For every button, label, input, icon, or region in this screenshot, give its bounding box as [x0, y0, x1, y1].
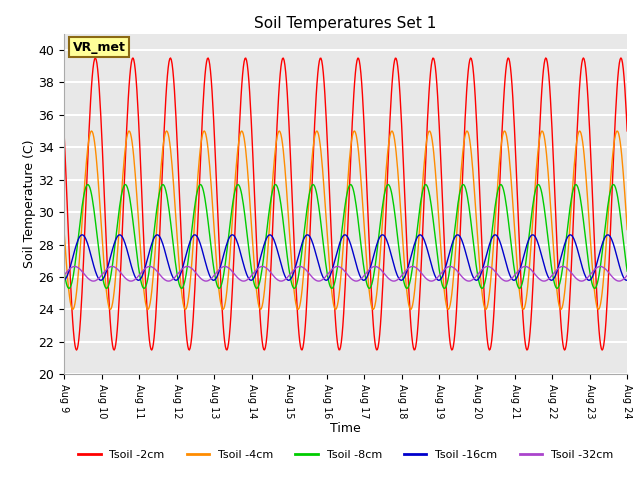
- Tsoil -32cm: [416, 268, 424, 274]
- Tsoil -16cm: [416, 232, 424, 238]
- Tsoil -8cm: [432, 242, 440, 248]
- Tsoil -8cm: [70, 267, 78, 273]
- Tsoil -4cm: [416, 224, 424, 230]
- Tsoil -16cm: [128, 266, 136, 272]
- Tsoil -4cm: [163, 128, 170, 134]
- Tsoil -16cm: [623, 277, 631, 283]
- Tsoil -16cm: [191, 232, 198, 238]
- Tsoil -32cm: [70, 264, 78, 269]
- Tsoil -32cm: [409, 264, 417, 269]
- Line: Tsoil -8cm: Tsoil -8cm: [64, 184, 627, 288]
- Tsoil -2cm: [617, 55, 625, 61]
- Tsoil -32cm: [432, 276, 440, 282]
- Tsoil -8cm: [215, 286, 223, 291]
- Tsoil -8cm: [291, 286, 298, 291]
- Tsoil -4cm: [182, 307, 189, 312]
- Tsoil -16cm: [60, 277, 68, 283]
- Tsoil -32cm: [623, 273, 631, 278]
- Tsoil -8cm: [271, 181, 279, 187]
- Tsoil -32cm: [128, 278, 136, 284]
- Y-axis label: Soil Temperature (C): Soil Temperature (C): [22, 140, 36, 268]
- Tsoil -16cm: [432, 275, 440, 281]
- Tsoil -16cm: [172, 277, 180, 283]
- Legend: Tsoil -2cm, Tsoil -4cm, Tsoil -8cm, Tsoil -16cm, Tsoil -32cm: Tsoil -2cm, Tsoil -4cm, Tsoil -8cm, Tsoi…: [74, 445, 618, 464]
- Tsoil -4cm: [70, 304, 78, 310]
- Tsoil -2cm: [73, 347, 81, 353]
- Tsoil -4cm: [187, 272, 195, 277]
- Tsoil -16cm: [217, 263, 225, 269]
- Tsoil -8cm: [186, 248, 193, 254]
- Tsoil -2cm: [70, 336, 78, 342]
- Tsoil -32cm: [215, 267, 223, 273]
- Tsoil -4cm: [128, 140, 136, 145]
- Tsoil -8cm: [60, 268, 68, 274]
- Tsoil -16cm: [186, 239, 194, 244]
- Text: VR_met: VR_met: [72, 41, 125, 54]
- Tsoil -2cm: [415, 309, 422, 315]
- Tsoil -4cm: [432, 178, 440, 183]
- Line: Tsoil -2cm: Tsoil -2cm: [64, 58, 627, 350]
- Tsoil -2cm: [216, 262, 224, 268]
- Tsoil -4cm: [623, 227, 631, 232]
- Tsoil -8cm: [128, 212, 136, 218]
- Tsoil -8cm: [623, 268, 631, 274]
- Tsoil -32cm: [390, 278, 397, 284]
- Tsoil -2cm: [623, 128, 631, 134]
- Tsoil -2cm: [60, 128, 68, 134]
- Line: Tsoil -32cm: Tsoil -32cm: [64, 266, 627, 281]
- Tsoil -4cm: [217, 300, 225, 306]
- Line: Tsoil -4cm: Tsoil -4cm: [64, 131, 627, 310]
- Tsoil -2cm: [186, 345, 194, 351]
- Tsoil -8cm: [416, 206, 424, 212]
- Line: Tsoil -16cm: Tsoil -16cm: [64, 235, 627, 280]
- Tsoil -32cm: [60, 273, 68, 278]
- Title: Soil Temperatures Set 1: Soil Temperatures Set 1: [255, 16, 436, 31]
- Tsoil -2cm: [129, 55, 137, 61]
- Tsoil -2cm: [431, 64, 439, 70]
- X-axis label: Time: Time: [330, 421, 361, 434]
- Tsoil -16cm: [70, 249, 78, 255]
- Tsoil -4cm: [60, 227, 68, 232]
- Tsoil -32cm: [186, 264, 193, 270]
